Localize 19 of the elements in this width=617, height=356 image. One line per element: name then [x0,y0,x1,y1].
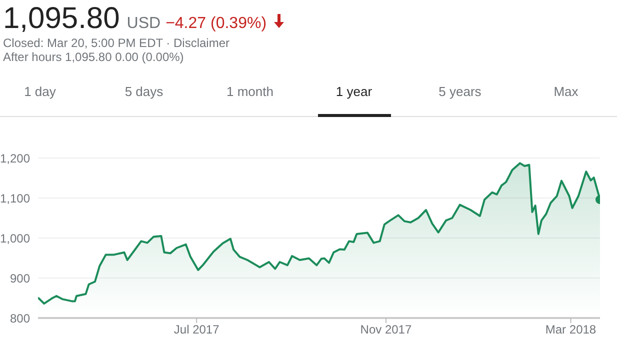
text: 5 days [124,84,164,99]
y-tick-label: 800 [10,311,30,326]
y-tick-label: 1,100 [0,191,30,206]
y-tick-label: 1,000 [0,231,30,246]
text: −4.27 (0.39%) [166,15,267,32]
text: 5 years [438,84,482,99]
text: Closed: Mar 20, 5:00 PM EDT · Disclaimer [3,36,230,50]
x-tick-label: Nov 2017 [360,322,412,337]
text: 1 month [226,84,274,99]
y-tick-label: 900 [10,271,30,286]
text: 1 day [23,84,57,99]
text: 1 year [334,84,374,99]
text: Max [552,84,580,99]
text: After hours 1,095.80 0.00 (0.00%) [3,50,185,64]
chart-title: 1,095.80 [3,2,120,35]
y-tick-label: 1,200 [0,151,30,166]
x-tick-label: Mar 2018 [545,322,596,337]
x-tick-label: Jul 2017 [174,322,220,337]
text: USD [126,15,161,32]
